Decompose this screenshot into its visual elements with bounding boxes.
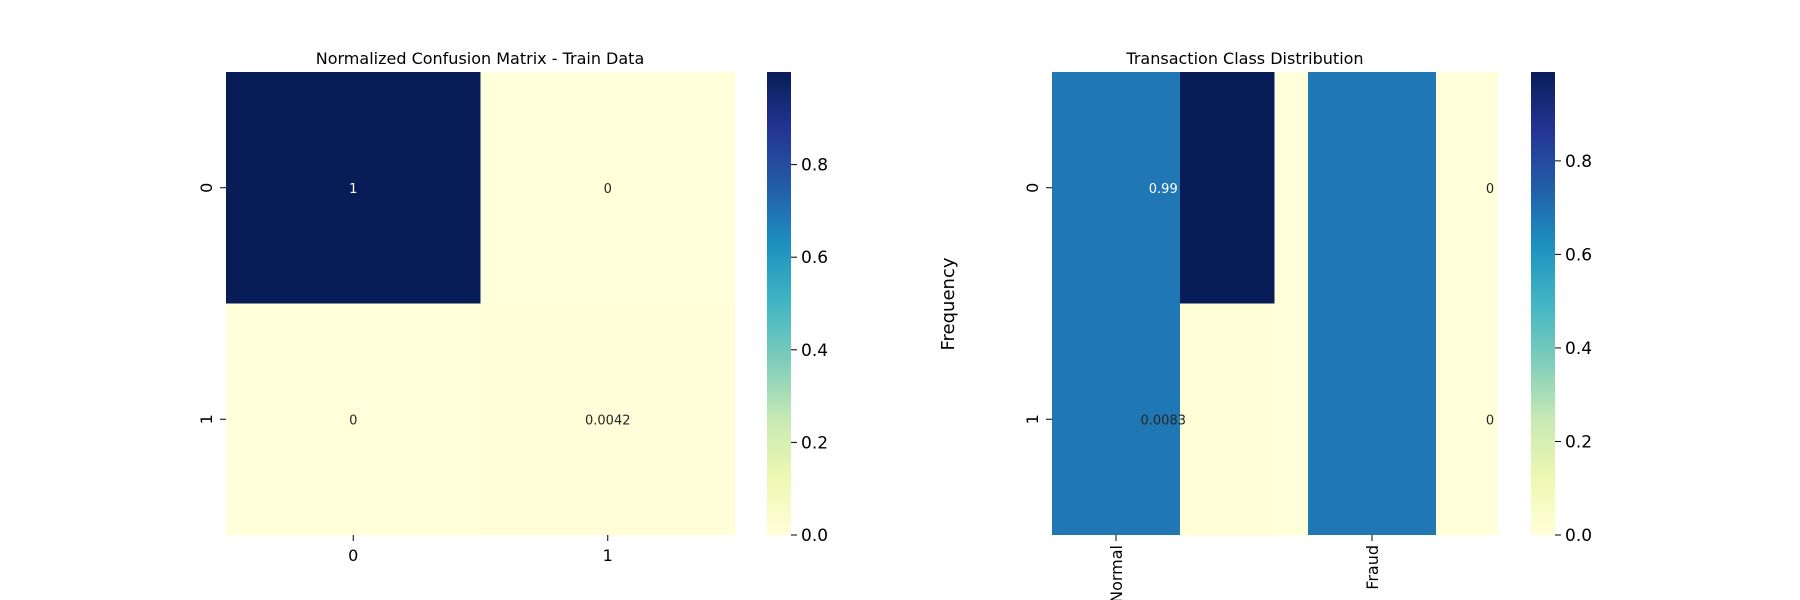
colorbar-ticks: 0.0 0.2 0.4 0.6 0.8 (791, 156, 828, 546)
chart-title: Normalized Confusion Matrix - Train Data (316, 49, 645, 68)
cell-annotation: 0 (604, 182, 612, 197)
x-axis-ticks: Normal Fraud (1107, 535, 1382, 600)
heatmap-cell (226, 72, 481, 304)
heatmap-cell (480, 72, 736, 304)
colorbar (767, 72, 791, 535)
colorbar-tick-label: 0.4 (1565, 339, 1592, 359)
heatmap-cell (480, 303, 736, 536)
y-tick-label: 1 (197, 414, 216, 424)
colorbar-ticks: 0.0 0.2 0.4 0.6 0.8 (1555, 152, 1592, 546)
colorbar-tick-label: 0.0 (1565, 526, 1592, 546)
class-distribution-chart: Transaction Class Distribution Frequency… (938, 49, 1592, 600)
x-tick-label: Fraud (1363, 545, 1382, 590)
colorbar-tick-label: 0.8 (801, 156, 828, 176)
colorbar (1531, 72, 1555, 535)
cell-annotation: 0.0042 (585, 413, 631, 428)
x-tick-label: 0 (348, 546, 358, 565)
cell-annotation: 1 (349, 182, 357, 197)
colorbar-tick-label: 0.4 (801, 341, 828, 361)
cell-annotation: 0 (1486, 413, 1494, 428)
bar-overlay (1052, 72, 1436, 535)
heatmap-cell (226, 303, 481, 536)
colorbar-tick-label: 0.8 (1565, 152, 1592, 172)
y-axis-ticks: 01 (1023, 183, 1052, 424)
x-tick-label: 1 (603, 546, 613, 565)
bar-normal (1052, 72, 1180, 535)
cell-annotation: 0.0083 (1141, 413, 1187, 428)
colorbar-tick-label: 0.6 (1565, 245, 1592, 265)
y-axis-ticks: 01 (197, 183, 226, 424)
y-tick-label: 1 (1023, 414, 1042, 424)
cell-annotation: 0.99 (1149, 182, 1178, 197)
y-tick-label: 0 (197, 183, 216, 193)
cell-annotation: 0 (1486, 182, 1494, 197)
cell-annotation: 0 (349, 413, 357, 428)
colorbar-tick-label: 0.2 (1565, 432, 1592, 452)
y-axis-label: Frequency (938, 257, 959, 350)
heatmap-cells (226, 72, 736, 536)
colorbar-tick-label: 0.2 (801, 433, 828, 453)
x-tick-label: Normal (1107, 545, 1126, 600)
confusion-matrix-chart: Normalized Confusion Matrix - Train Data… (197, 49, 828, 565)
bar-fraud (1308, 72, 1436, 535)
colorbar-tick-label: 0.6 (801, 248, 828, 268)
cell-annotations: 0.99 0 0.0083 0 (1141, 182, 1495, 429)
y-tick-label: 0 (1023, 183, 1042, 193)
cell-annotations: 1 0 0 0.0042 (349, 182, 630, 429)
chart-title: Transaction Class Distribution (1125, 49, 1363, 68)
colorbar-tick-label: 0.0 (801, 526, 828, 546)
